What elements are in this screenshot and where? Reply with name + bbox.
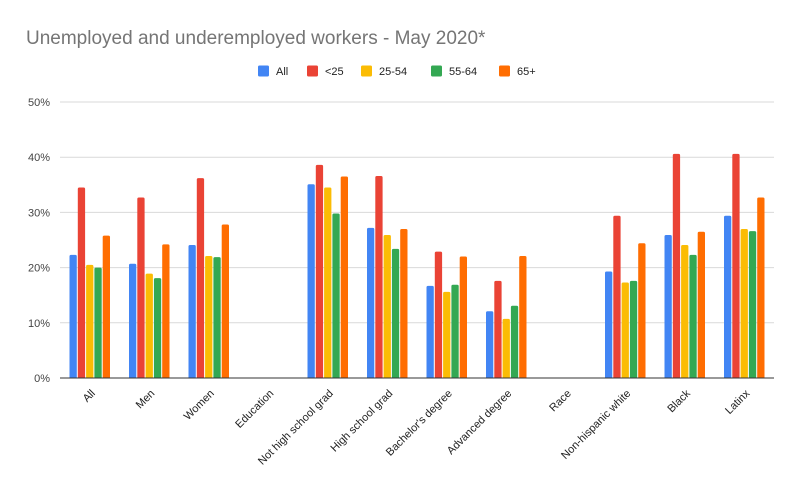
bar-advanced-degree-under-25 <box>494 280 502 378</box>
bar-all-65 <box>102 235 110 378</box>
legend-item-under-25: <25 <box>307 65 344 78</box>
bar-black-55-64 <box>689 254 697 378</box>
bar-not-high-school-grad-under-25 <box>315 164 324 378</box>
bar-group-non-hispanic-white <box>605 215 646 378</box>
bar-black-25-54 <box>681 244 689 378</box>
bar-group-men <box>129 197 170 378</box>
x-tick-label: High school grad <box>329 388 396 455</box>
bar-non-hispanic-white-55-64 <box>629 280 638 378</box>
bar-men-55-64 <box>153 278 162 378</box>
bar-non-hispanic-white-all <box>605 271 613 378</box>
y-axis: 0% 10% 20% 30% 40% 50% <box>28 97 50 385</box>
legend-swatch <box>361 65 372 77</box>
bar-high-school-grad-65 <box>400 228 408 378</box>
legend-label: 55-64 <box>449 66 477 78</box>
bar-group-not-high-school-grad <box>307 164 348 378</box>
bar-black-all <box>664 235 672 378</box>
y-tick-label: 30% <box>28 207 50 219</box>
bar-latinx-25-54 <box>740 228 748 378</box>
bar-women-65 <box>221 224 229 378</box>
bar-bachelor-s-degree-all <box>426 285 434 378</box>
bar-group-advanced-degree <box>486 256 527 378</box>
bar-men-under-25 <box>137 197 145 378</box>
bar-latinx-all <box>724 215 732 378</box>
bar-black-under-25 <box>672 153 681 378</box>
y-tick-label: 20% <box>28 263 50 275</box>
bar-advanced-degree-55-64 <box>510 305 519 378</box>
bar-latinx-under-25 <box>732 153 740 378</box>
bar-non-hispanic-white-65 <box>638 243 646 378</box>
x-tick-label: Women <box>182 388 217 423</box>
legend-item-25-54: 25-54 <box>361 65 407 78</box>
legend-swatch <box>307 65 318 77</box>
bar-men-25-54 <box>145 273 153 378</box>
bar-not-high-school-grad-25-54 <box>324 187 332 378</box>
bar-not-high-school-grad-55-64 <box>332 213 340 378</box>
bar-bachelor-s-degree-65 <box>459 256 467 378</box>
bar-advanced-degree-25-54 <box>502 318 510 378</box>
chart-title: Unemployed and underemployed workers - M… <box>26 28 486 49</box>
gridlines <box>60 101 774 324</box>
x-tick-label: Education <box>233 388 276 431</box>
bar-bachelor-s-degree-55-64 <box>451 284 459 378</box>
bar-non-hispanic-white-under-25 <box>613 215 621 378</box>
legend-swatch <box>499 65 510 77</box>
bar-non-hispanic-white-25-54 <box>621 282 629 378</box>
legend-label: All <box>276 66 288 78</box>
y-tick-label: 50% <box>28 97 50 109</box>
legend: All <25 25-54 55-64 65+ <box>258 65 536 78</box>
y-tick-label: 40% <box>28 152 50 164</box>
x-tick-label: Black <box>665 387 693 415</box>
legend-swatch <box>431 65 442 77</box>
bar-women-under-25 <box>196 178 205 378</box>
bar-black-65 <box>697 231 705 378</box>
legend-label: <25 <box>325 66 344 78</box>
bar-all-under-25 <box>77 187 86 378</box>
bar-group-women <box>188 178 229 378</box>
x-tick-label: Race <box>547 388 574 415</box>
x-tick-label: All <box>81 388 98 405</box>
bar-men-all <box>129 263 137 378</box>
bar-group-high-school-grad <box>367 175 408 378</box>
bar-women-all <box>188 244 196 378</box>
x-tick-label: Men <box>134 388 158 412</box>
legend-swatch <box>258 65 269 77</box>
bar-advanced-degree-65 <box>519 256 527 378</box>
bar-women-25-54 <box>205 256 213 378</box>
bar-latinx-65 <box>757 197 765 378</box>
bar-latinx-55-64 <box>748 231 757 378</box>
legend-item-65: 65+ <box>499 65 536 78</box>
x-tick-label: Latinx <box>723 387 753 417</box>
legend-label: 25-54 <box>379 66 407 78</box>
bars <box>69 153 765 378</box>
legend-item-all: All <box>258 65 288 78</box>
bar-bachelor-s-degree-25-54 <box>443 291 451 378</box>
bar-group-latinx <box>724 153 765 378</box>
y-tick-label: 0% <box>34 373 50 385</box>
bar-all-all <box>69 254 77 378</box>
bar-high-school-grad-55-64 <box>391 248 400 378</box>
y-tick-label: 10% <box>28 318 50 330</box>
bar-not-high-school-grad-all <box>307 184 315 378</box>
x-tick-label: Advanced degree <box>445 388 514 457</box>
bar-advanced-degree-all <box>486 311 494 378</box>
legend-item-55-64: 55-64 <box>431 65 477 78</box>
bar-women-55-64 <box>213 257 221 378</box>
bar-high-school-grad-all <box>367 227 375 378</box>
bar-group-bachelor-s-degree <box>426 251 467 378</box>
bar-high-school-grad-under-25 <box>375 175 383 378</box>
bar-group-black <box>664 153 705 378</box>
bar-men-65 <box>162 244 170 378</box>
legend-label: 65+ <box>517 66 536 78</box>
bar-not-high-school-grad-65 <box>340 176 348 378</box>
bar-all-25-54 <box>86 264 94 378</box>
bar-bachelor-s-degree-under-25 <box>434 251 443 378</box>
bar-group-all <box>69 187 110 378</box>
bar-high-school-grad-25-54 <box>383 235 391 378</box>
bar-all-55-64 <box>94 267 102 378</box>
